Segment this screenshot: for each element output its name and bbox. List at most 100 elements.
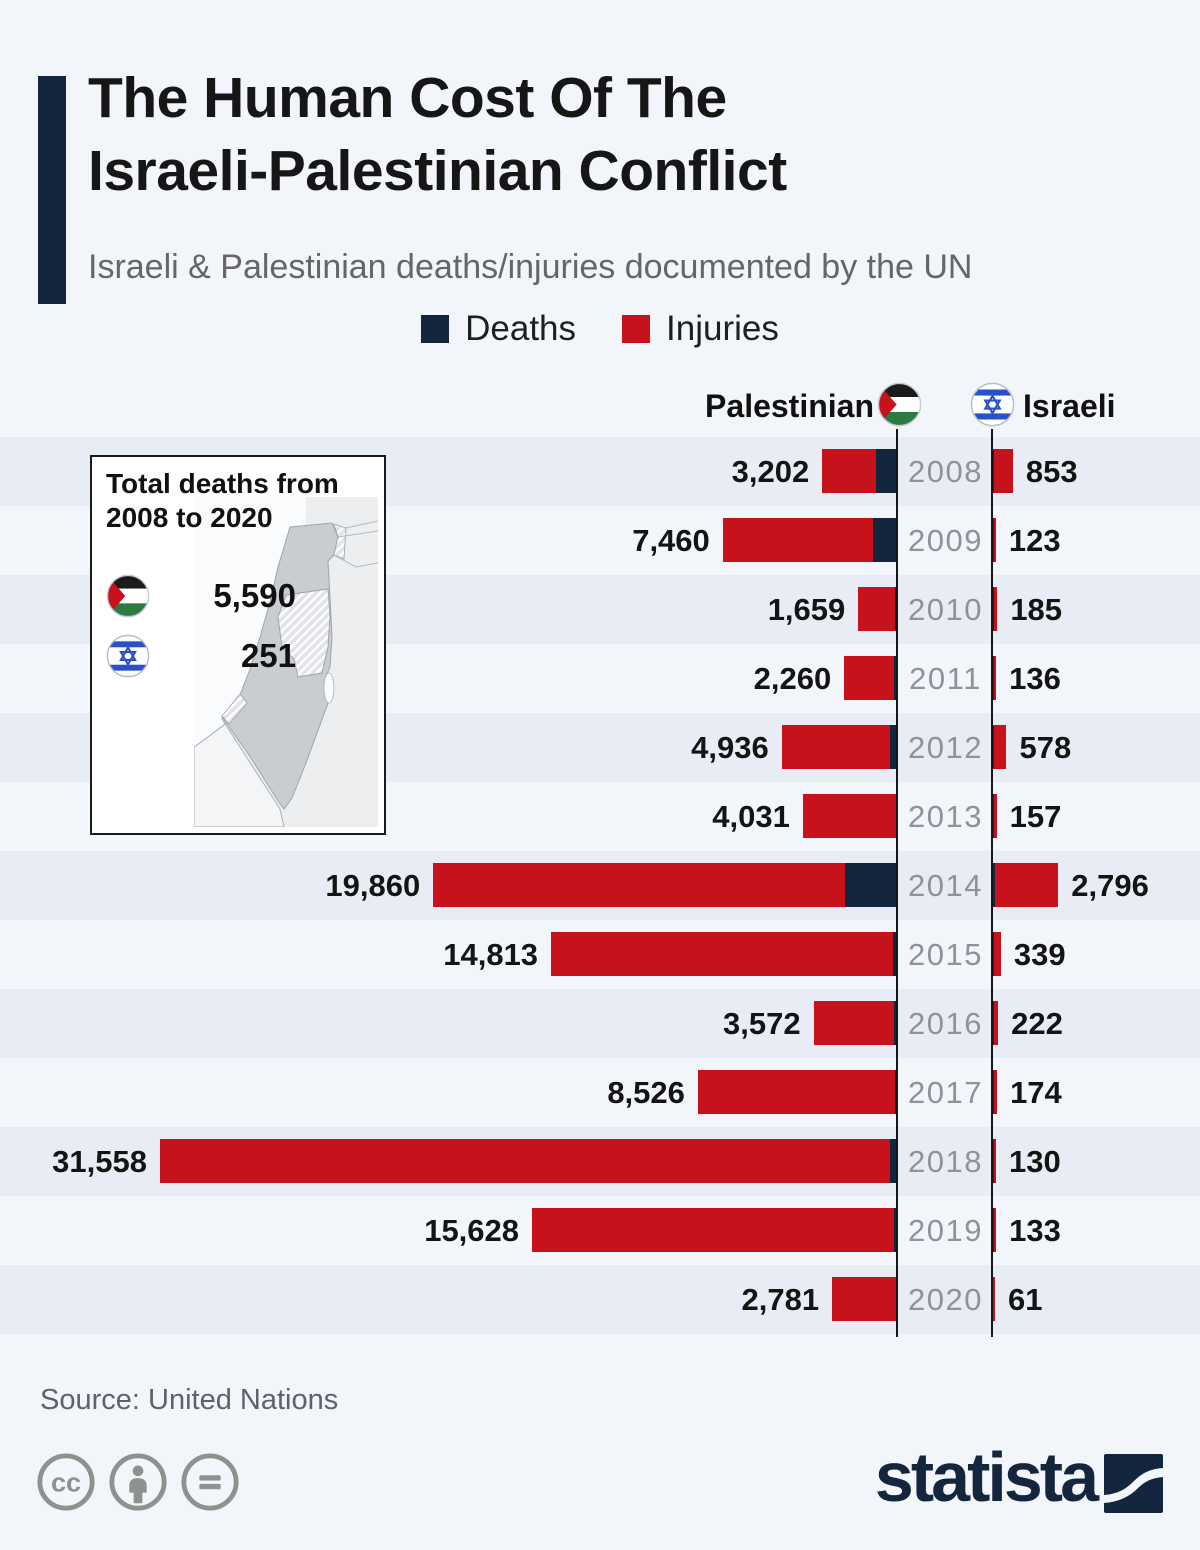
dead-sea xyxy=(323,672,335,704)
palestinian-flag-icon xyxy=(877,382,922,427)
palestinian-injuries-bar xyxy=(697,1070,897,1114)
neighbor-borders xyxy=(333,520,378,568)
chart-row-2016: 3,572 2016 222 xyxy=(0,989,1200,1058)
palestinian-deaths-segment xyxy=(876,449,897,493)
palestinian-injuries-bar xyxy=(832,1277,897,1321)
chart-row-2015: 14,813 2015 339 xyxy=(0,920,1200,989)
year-label: 2019 xyxy=(908,1212,983,1248)
israeli-flag-icon xyxy=(106,634,150,678)
israeli-value-label: 157 xyxy=(1009,798,1062,834)
palestinian-deaths-segment xyxy=(894,587,897,631)
palestinian-injuries-bar xyxy=(433,863,897,907)
deaths-swatch xyxy=(421,315,450,343)
palestinian-injuries-bar xyxy=(532,1208,897,1252)
israeli-injuries-bar xyxy=(993,1001,999,1045)
israel-palestine-map xyxy=(194,497,378,827)
year-label: 2015 xyxy=(908,936,983,972)
israeli-injuries-bar xyxy=(993,656,997,700)
israeli-injuries-bar xyxy=(993,1139,997,1183)
israeli-value-label: 578 xyxy=(1019,729,1072,765)
israeli-deaths-segment xyxy=(993,932,994,976)
chart-row-2018: 31,558 2018 130 xyxy=(0,1127,1200,1196)
palestinian-flag-icon xyxy=(106,574,150,618)
inset-row-palestinian: 5,590 xyxy=(106,573,338,619)
israeli-value-label: 123 xyxy=(1008,522,1061,558)
left-axis-line xyxy=(896,429,898,1337)
license-icons: cc xyxy=(36,1452,240,1512)
israeli-value-label: 339 xyxy=(1013,936,1066,972)
column-header-palestinian: Palestinian xyxy=(705,388,874,424)
chart-row-2013: 4,031 2013 157 xyxy=(0,782,1200,851)
palestinian-total-deaths: 5,590 xyxy=(213,577,296,614)
palestinian-injuries-bar xyxy=(722,518,897,562)
year-label: 2018 xyxy=(908,1143,983,1179)
palestinian-deaths-segment xyxy=(894,1001,897,1045)
israeli-injuries-bar xyxy=(993,587,998,631)
equals-icon xyxy=(181,1453,239,1511)
israeli-injuries-bar xyxy=(993,794,997,838)
israeli-value-label: 185 xyxy=(1010,591,1063,627)
israeli-flag-icon xyxy=(970,382,1015,427)
year-label: 2014 xyxy=(908,867,983,903)
legend-item-deaths: Deaths xyxy=(421,309,576,349)
palestinian-injuries-bar xyxy=(160,1139,897,1183)
palestinian-injuries-bar xyxy=(844,656,897,700)
palestinian-deaths-segment xyxy=(890,1139,897,1183)
israeli-injuries-bar xyxy=(993,1208,997,1252)
palestinian-value-label: 2,260 xyxy=(753,660,832,696)
statista-logo-icon xyxy=(1104,1454,1163,1513)
israeli-value-label: 174 xyxy=(1010,1074,1062,1110)
israeli-injuries-bar xyxy=(993,932,1001,976)
bidirectional-bar-chart: Total deaths from 2008 to 2020 5,590 xyxy=(0,429,1200,1337)
west-bank-hatched xyxy=(277,588,331,678)
palestinian-injuries-bar xyxy=(551,932,897,976)
palestinian-injuries-bar xyxy=(813,1001,897,1045)
israeli-injuries-bar xyxy=(993,1277,995,1321)
israeli-total-deaths: 251 xyxy=(240,637,296,674)
palestinian-value-label: 4,936 xyxy=(691,729,769,765)
attribution-icon xyxy=(109,1453,167,1511)
israeli-injuries-bar xyxy=(993,449,1013,493)
palestinian-value-label: 3,572 xyxy=(723,1005,801,1041)
year-label: 2010 xyxy=(908,591,983,627)
israeli-deaths-segment xyxy=(993,863,996,907)
israeli-deaths-segment xyxy=(993,449,994,493)
year-label: 2016 xyxy=(908,1005,983,1041)
page-subtitle: Israeli & Palestinian deaths/injuries do… xyxy=(88,248,973,286)
chart-row-2014: 19,860 2014 2,796 xyxy=(0,851,1200,920)
statista-wordmark: statista xyxy=(874,1438,1099,1516)
palestinian-value-label: 19,860 xyxy=(325,867,421,903)
palestinian-deaths-segment xyxy=(844,863,897,907)
palestinian-value-label: 7,460 xyxy=(632,522,710,558)
chart-row-2009: 7,460 2009 123 xyxy=(0,506,1200,575)
total-deaths-inset: Total deaths from 2008 to 2020 5,590 xyxy=(90,455,386,835)
palestinian-value-label: 14,813 xyxy=(443,936,539,972)
palestinian-value-label: 2,781 xyxy=(741,1281,820,1317)
palestinian-value-label: 4,031 xyxy=(712,798,790,834)
israeli-injuries-bar xyxy=(993,518,996,562)
israeli-value-label: 2,796 xyxy=(1071,867,1149,903)
palestinian-injuries-bar xyxy=(858,587,897,631)
inset-title: Total deaths from 2008 to 2020 xyxy=(106,468,339,533)
legend: Deaths Injuries xyxy=(0,309,1200,349)
palestinian-deaths-segment xyxy=(889,725,897,769)
palestinian-value-label: 15,628 xyxy=(424,1212,520,1248)
year-label: 2008 xyxy=(908,453,983,489)
column-header-israeli: Israeli xyxy=(1023,388,1116,424)
chart-row-2020: 2,781 2020 61 xyxy=(0,1265,1200,1334)
israeli-value-label: 222 xyxy=(1011,1005,1063,1041)
israeli-injuries-bar xyxy=(993,725,1007,769)
israeli-value-label: 136 xyxy=(1009,660,1061,696)
israeli-value-label: 853 xyxy=(1025,453,1078,489)
palestinian-deaths-segment xyxy=(893,1208,897,1252)
year-label: 2011 xyxy=(909,660,982,696)
golan-hatched xyxy=(333,523,347,560)
palestinian-injuries-bar xyxy=(802,794,897,838)
palestinian-injuries-bar xyxy=(781,725,897,769)
chart-row-2017: 8,526 2017 174 xyxy=(0,1058,1200,1127)
page-title: The Human Cost Of The Israeli-Palestinian… xyxy=(88,66,787,203)
israeli-injuries-bar xyxy=(993,863,1059,907)
chart-row-2019: 15,628 2019 133 xyxy=(0,1196,1200,1265)
israeli-value-label: 133 xyxy=(1009,1212,1061,1248)
legend-label: Deaths xyxy=(465,309,577,348)
